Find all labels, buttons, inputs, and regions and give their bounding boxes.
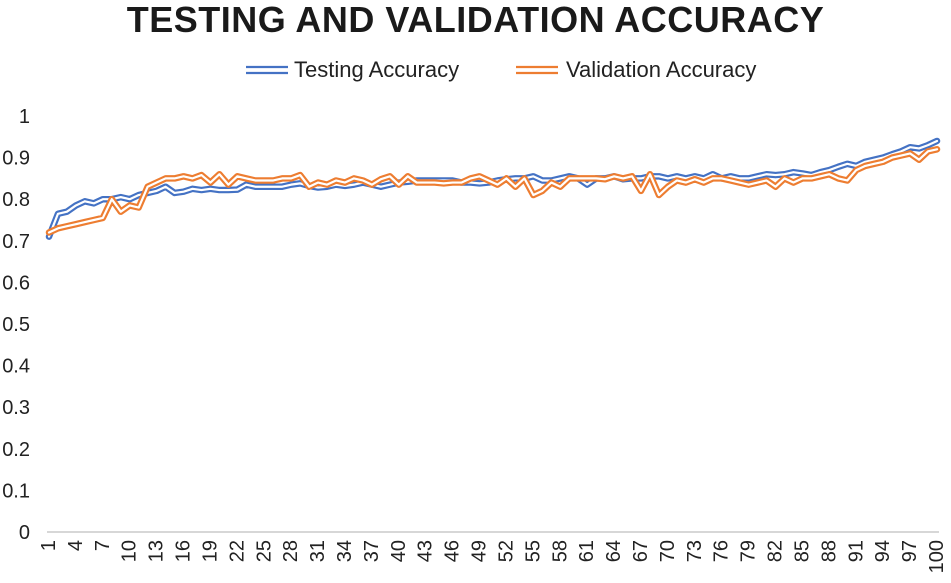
x-tick-label: 37 [361, 540, 383, 562]
x-tick-label: 1 [38, 540, 60, 551]
x-tick-label: 85 [791, 540, 813, 562]
x-tick-label: 46 [442, 540, 464, 562]
x-tick-label: 70 [657, 540, 679, 562]
x-tick-label: 4 [65, 540, 87, 551]
y-tick-label: 0 [19, 522, 30, 544]
x-tick-label: 61 [576, 540, 598, 562]
x-tick-label: 58 [549, 540, 571, 562]
x-tick-label: 34 [334, 540, 356, 562]
x-tick-label: 31 [307, 540, 329, 562]
x-tick-label: 76 [711, 540, 733, 562]
x-tick-label: 73 [684, 540, 706, 562]
y-tick-label: 0.8 [2, 189, 30, 211]
y-tick-label: 0.5 [2, 314, 30, 336]
series-line [45, 137, 941, 240]
x-tick-label: 97 [899, 540, 921, 562]
y-tick-label: 0.3 [2, 397, 30, 419]
x-tick-label: 79 [738, 540, 760, 562]
x-tick-label: 10 [119, 540, 141, 562]
y-tick-label: 0.7 [2, 231, 30, 253]
y-axis: 0 0.1 0.2 0.3 0.4 0.5 0.6 0.7 0.8 0.9 1 [2, 106, 30, 544]
x-tick-label: 64 [603, 540, 625, 562]
legend-label: Testing Accuracy [294, 57, 459, 82]
x-tick-label: 28 [280, 540, 302, 562]
y-tick-label: 0.1 [2, 480, 30, 502]
x-tick-label: 55 [522, 540, 544, 562]
x-tick-label: 43 [415, 540, 437, 562]
series-line-outer [45, 137, 941, 240]
series-line-inner [47, 148, 939, 234]
x-tick-label: 22 [226, 540, 248, 562]
x-tick-label: 52 [495, 540, 517, 562]
legend-label: Validation Accuracy [566, 57, 756, 82]
x-tick-label: 19 [199, 540, 221, 562]
x-tick-label: 94 [872, 540, 894, 562]
x-tick-label: 16 [173, 540, 195, 562]
y-tick-label: 0.2 [2, 439, 30, 461]
x-axis: 1 4 7 10 13 16 19 22 25 28 31 34 37 40 43 46 49 52 55 58 61 6… [38, 531, 948, 573]
x-tick-label: 82 [765, 540, 787, 562]
y-tick-label: 1 [19, 106, 30, 128]
legend: Testing Accuracy Validation Accuracy [246, 57, 756, 82]
y-tick-label: 0.6 [2, 272, 30, 294]
y-tick-label: 0.9 [2, 148, 30, 170]
x-tick-label: 88 [818, 540, 840, 562]
series-lines [45, 137, 941, 240]
chart-title: TESTING AND VALIDATION ACCURACY [126, 0, 825, 40]
x-tick-label: 25 [253, 540, 275, 562]
x-tick-label: 49 [469, 540, 491, 562]
legend-item: Testing Accuracy [246, 57, 459, 82]
legend-item: Validation Accuracy [516, 57, 756, 82]
series-line [45, 146, 941, 236]
x-tick-label: 40 [388, 540, 410, 562]
x-tick-label: 7 [92, 540, 114, 551]
x-tick-label: 91 [845, 540, 867, 562]
x-tick-label: 13 [146, 540, 168, 562]
x-tick-label: 67 [630, 540, 652, 562]
y-tick-label: 0.4 [2, 356, 30, 378]
x-tick-label: 100 [926, 540, 948, 573]
